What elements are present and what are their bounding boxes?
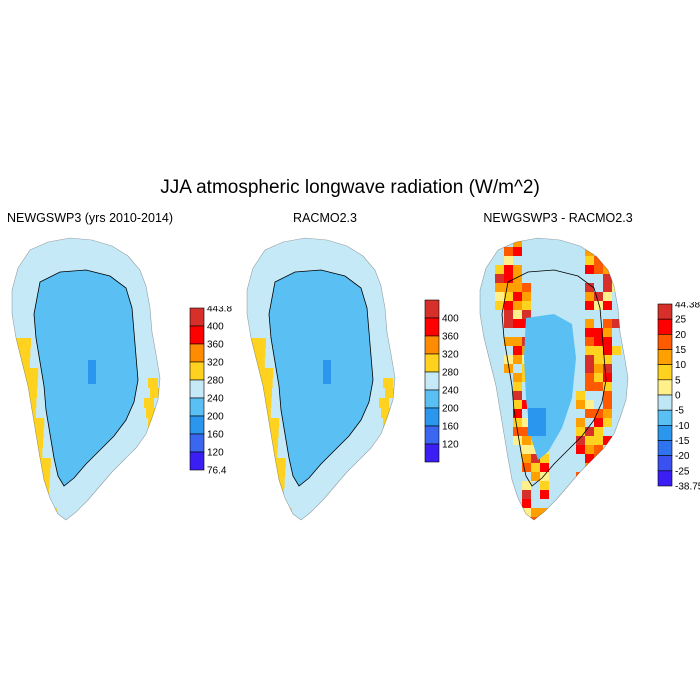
colorbar-label: -15 [675, 436, 690, 447]
colorbar-swatch [424, 299, 440, 319]
panel-difference: NEWGSWP3 - RACMO2.3 44.38 25 20 15 10 5 0 -5 -10… [468, 210, 700, 521]
colorbar-label: 160 [207, 430, 224, 441]
colorbar-label: 360 [207, 340, 224, 351]
colorbar-label: 400 [442, 314, 459, 325]
colorbar-swatch [424, 389, 440, 409]
colorbar-swatch [189, 343, 205, 363]
map-racmo [246, 237, 396, 521]
colorbar-label: 10 [675, 360, 687, 371]
colorbar-label: 200 [442, 404, 459, 415]
colorbar-swatch [189, 307, 205, 327]
colorbar-swatch [189, 325, 205, 345]
map-newgswp3 [11, 237, 161, 521]
colorbar-label: 200 [207, 412, 224, 423]
colorbar-swatch [657, 379, 673, 396]
colorbar-label: 443.8 [207, 306, 232, 315]
colorbar-label: 320 [442, 350, 459, 361]
colorbar-swatch [424, 353, 440, 373]
colorbar-label: 400 [207, 322, 224, 333]
colorbar-label: 280 [442, 368, 459, 379]
colorbar-label: -20 [675, 451, 690, 462]
figure-title: JJA atmospheric longwave radiation (W/m^… [160, 177, 540, 198]
colorbar-swatch [424, 371, 440, 391]
panel-racmo: RACMO2.3 400 360 320 280 240 200 160 120 [235, 210, 465, 521]
colorbar-label: 240 [207, 394, 224, 405]
colorbar-swatch [189, 433, 205, 453]
colorbar-swatch [189, 397, 205, 417]
colorbar-swatch [657, 425, 673, 441]
colorbar-swatch [657, 334, 673, 350]
colorbar-label: -5 [675, 406, 684, 417]
colorbar-label: 120 [207, 448, 224, 459]
panel-title-racmo: RACMO2.3 [293, 211, 357, 225]
colorbar-newgswp3: 443.8 400 360 320 280 240 200 160 120 76.4 [189, 306, 232, 477]
map-difference [479, 237, 629, 521]
colorbar-label: -38.75 [675, 482, 700, 493]
colorbar-label: 360 [442, 332, 459, 343]
colorbar-swatch [657, 349, 673, 365]
colorbar-swatch [657, 364, 673, 381]
colorbar-swatch [189, 379, 205, 399]
colorbar-label: 44.38 [675, 302, 700, 311]
colorbar-swatch [657, 394, 673, 411]
colorbar-swatch [424, 443, 440, 463]
colorbar-label: -25 [675, 466, 690, 477]
panel-newgswp3: NEWGSWP3 (yrs 2010-2014) 443.8 400 360 320 2… [0, 210, 232, 521]
colorbar-swatch [189, 451, 205, 471]
colorbar-swatch [189, 361, 205, 381]
colorbar-difference: 44.38 25 20 15 10 5 0 -5 -10 -15 -20 -25 -38.75 [657, 302, 700, 493]
colorbar-label: 0 [675, 391, 681, 402]
colorbar-swatch [189, 415, 205, 435]
colorbar-label: 20 [675, 330, 687, 341]
colorbar-swatch [424, 335, 440, 355]
colorbar-label: -10 [675, 421, 690, 432]
panel-title-difference: NEWGSWP3 - RACMO2.3 [483, 211, 633, 225]
colorbar-label: 240 [442, 386, 459, 397]
colorbar-swatch [424, 425, 440, 445]
colorbar-swatch [424, 317, 440, 337]
colorbar-swatch [657, 303, 673, 320]
colorbar-swatch [657, 470, 673, 487]
colorbar-swatch [657, 409, 673, 426]
colorbar-label: 5 [675, 375, 681, 386]
panel-title-newgswp3: NEWGSWP3 (yrs 2010-2014) [6, 211, 174, 225]
colorbar-label: 120 [442, 440, 459, 451]
colorbar-label: 320 [207, 358, 224, 369]
colorbar-label: 25 [675, 315, 687, 326]
colorbar-label: 280 [207, 376, 224, 387]
colorbar-swatch [424, 407, 440, 427]
colorbar-racmo: 400 360 320 280 240 200 160 120 [424, 299, 459, 463]
colorbar-label: 160 [442, 422, 459, 433]
colorbar-label: 76.4 [207, 466, 227, 477]
colorbar-swatch [657, 455, 673, 472]
colorbar-swatch [657, 318, 673, 335]
colorbar-swatch [657, 440, 673, 456]
colorbar-label: 15 [675, 345, 687, 356]
